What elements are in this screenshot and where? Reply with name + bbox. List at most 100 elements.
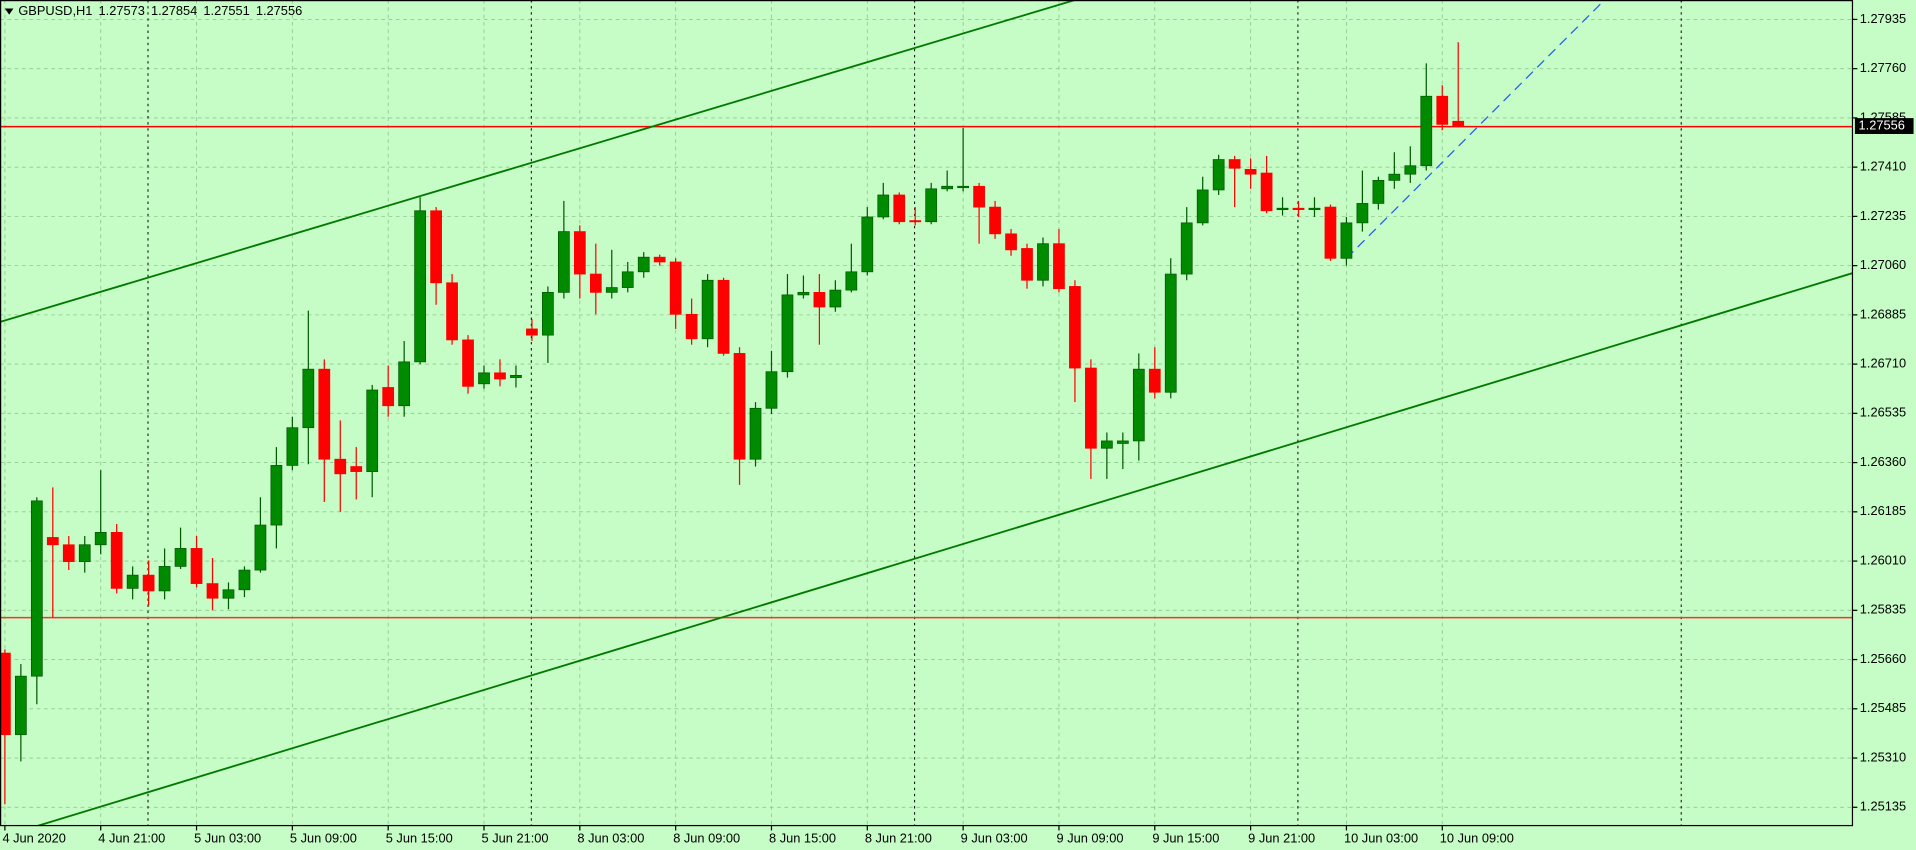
candle-body xyxy=(605,287,618,293)
candle-body xyxy=(1148,368,1161,393)
candle-body xyxy=(1005,233,1017,251)
x-tick-label: 10 Jun 09:00 xyxy=(1440,830,1514,845)
candle-body xyxy=(1053,243,1065,290)
candle-body xyxy=(957,185,969,189)
x-tick-label: 5 Jun 03:00 xyxy=(194,830,261,845)
candle-body xyxy=(989,206,1001,235)
y-tick-label: 1.27935 xyxy=(1860,11,1906,26)
high-price: 1.27854 xyxy=(151,4,197,19)
candle-body xyxy=(382,387,395,407)
candle-body xyxy=(1164,273,1177,393)
trend-line xyxy=(35,272,1853,826)
candle-body xyxy=(637,256,650,273)
x-tick-label: 4 Jun 2020 xyxy=(2,830,65,845)
candle-body xyxy=(526,328,538,336)
candle-body xyxy=(238,569,251,591)
candle-body xyxy=(797,291,810,296)
candle-body xyxy=(430,210,442,284)
candle-body xyxy=(494,372,506,380)
x-tick-label: 10 Jun 03:00 xyxy=(1344,830,1418,845)
candle-body xyxy=(1324,206,1337,259)
low-price: 1.27551 xyxy=(203,4,249,19)
candle-body xyxy=(941,185,954,190)
candle-body xyxy=(1037,243,1049,281)
candle-body xyxy=(1340,222,1353,259)
candle-body xyxy=(909,220,922,223)
candle-body xyxy=(446,282,458,341)
menu-triangle[interactable] xyxy=(4,8,14,15)
x-tick-label: 8 Jun 21:00 xyxy=(865,830,932,845)
candle-body xyxy=(94,532,107,546)
candle-body xyxy=(1069,286,1081,369)
x-tick-label: 9 Jun 15:00 xyxy=(1152,830,1219,845)
candle-body xyxy=(318,368,331,460)
candle-body xyxy=(110,532,123,589)
candle-body xyxy=(30,500,43,677)
candle-body xyxy=(174,548,187,567)
candle-body xyxy=(1116,440,1129,444)
open-price: 1.27573 xyxy=(99,4,145,19)
header: GBPUSD,H1 1.27573 1.27854 1.27551 1.27556 xyxy=(4,4,302,19)
candle-body xyxy=(334,458,347,475)
candle-body xyxy=(14,675,27,736)
x-tick-label: 5 Jun 09:00 xyxy=(290,830,357,845)
candle-body xyxy=(1388,173,1401,181)
trend-line xyxy=(1345,0,1606,259)
y-tick-label: 1.26535 xyxy=(1860,405,1906,420)
candle-body xyxy=(414,210,426,363)
candle-body xyxy=(350,466,363,472)
candle-body xyxy=(1420,95,1433,167)
x-tick-label: 5 Jun 21:00 xyxy=(482,830,549,845)
candle-body xyxy=(829,289,842,308)
y-tick-label: 1.25310 xyxy=(1860,749,1906,764)
candle-body xyxy=(206,583,219,599)
candle-body xyxy=(1372,179,1385,204)
y-tick-label: 1.25485 xyxy=(1860,700,1906,715)
x-tick-label: 9 Jun 03:00 xyxy=(961,830,1028,845)
candle-body xyxy=(1292,207,1305,210)
y-tick-label: 1.26710 xyxy=(1860,356,1906,371)
candle-body xyxy=(126,574,139,589)
y-tick-label: 1.25660 xyxy=(1860,651,1906,666)
x-tick-label: 9 Jun 09:00 xyxy=(1057,830,1124,845)
price-label: 1.27556 xyxy=(1859,117,1905,132)
candle-body xyxy=(717,279,730,354)
candle-body xyxy=(1404,165,1417,175)
candle-body xyxy=(1132,368,1145,442)
x-tick-label: 4 Jun 21:00 xyxy=(98,830,165,845)
candle-body xyxy=(1436,95,1449,125)
candle-body xyxy=(1244,169,1257,175)
candle-body xyxy=(1356,203,1369,224)
candle-body xyxy=(190,548,203,584)
candle-body xyxy=(510,374,522,378)
candle-body xyxy=(733,353,746,460)
header-text: GBPUSD,H1 1.27573 1.27854 1.27551 1.27556 xyxy=(18,4,302,19)
candle-body xyxy=(0,652,11,736)
candle-body xyxy=(1308,207,1321,210)
candle-body xyxy=(701,279,714,340)
candle-body xyxy=(973,185,985,208)
x-tick-label: 8 Jun 09:00 xyxy=(673,830,740,845)
candle-body xyxy=(621,271,634,288)
y-tick-label: 1.26010 xyxy=(1860,552,1906,567)
candle-body xyxy=(462,339,474,387)
candle-body xyxy=(78,544,91,563)
x-tick-label: 8 Jun 03:00 xyxy=(577,830,644,845)
candle-body xyxy=(669,261,682,315)
candle-body xyxy=(1085,367,1097,449)
x-tick-label: 8 Jun 15:00 xyxy=(769,830,836,845)
candle-body xyxy=(893,194,906,223)
candle-body xyxy=(1260,172,1273,212)
candle-body xyxy=(542,291,554,336)
trend-line xyxy=(0,0,1079,323)
candle-body xyxy=(398,361,411,407)
candle-body xyxy=(478,372,490,385)
candle-body xyxy=(845,271,858,291)
candle-body xyxy=(366,389,379,472)
candle-body xyxy=(589,273,602,293)
candle-body xyxy=(877,194,890,218)
y-tick-label: 1.26185 xyxy=(1860,503,1906,518)
